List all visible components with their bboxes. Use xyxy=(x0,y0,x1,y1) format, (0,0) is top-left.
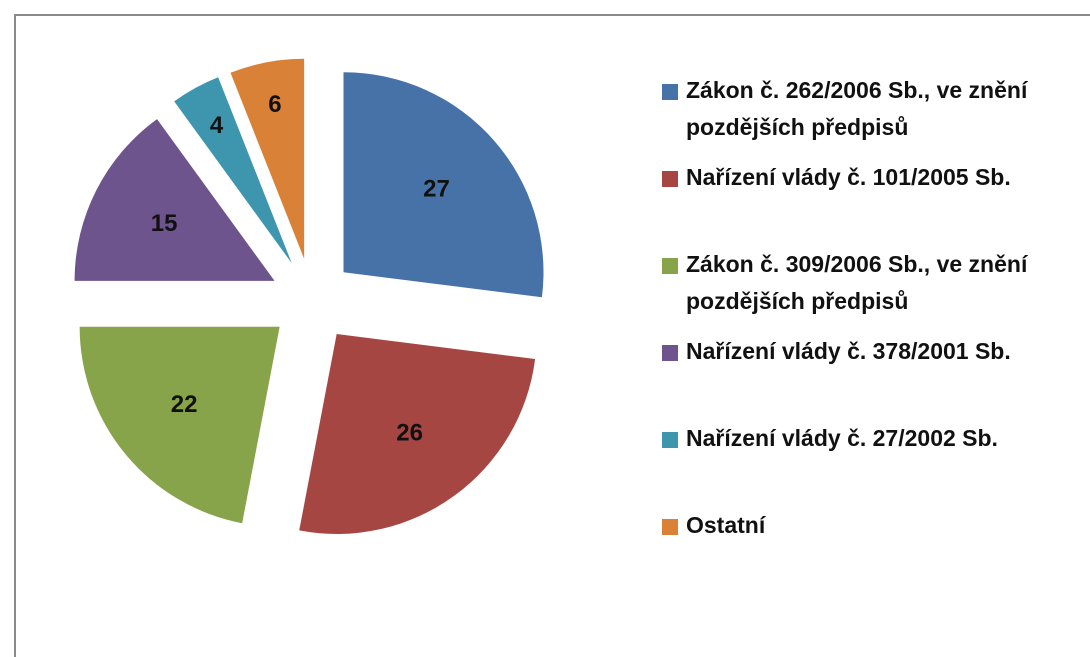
legend-swatch xyxy=(662,519,678,535)
pie-slice xyxy=(74,119,275,281)
legend-label: Zákon č. 262/2006 Sb., ve znění pozdější… xyxy=(686,77,1028,140)
pie-slice xyxy=(343,72,544,298)
pie-slice xyxy=(230,58,305,259)
legend: Zákon č. 262/2006 Sb., ve znění pozdější… xyxy=(662,72,1082,594)
legend-label: Nařízení vlády č. 101/2005 Sb. xyxy=(686,164,1011,190)
pie-slice xyxy=(299,333,536,534)
data-label: 4 xyxy=(210,112,224,139)
pie-slice xyxy=(174,77,292,264)
data-label: 15 xyxy=(151,210,178,237)
legend-item: Zákon č. 262/2006 Sb., ve znění pozdější… xyxy=(662,72,1076,159)
legend-label: Ostatní xyxy=(686,512,766,538)
legend-item: Nařízení vlády č. 101/2005 Sb. xyxy=(662,159,1076,246)
legend-item: Nařízení vlády č. 378/2001 Sb. xyxy=(662,333,1076,420)
data-label: 27 xyxy=(423,176,450,203)
legend-item: Zákon č. 309/2006 Sb., ve znění pozdější… xyxy=(662,246,1076,333)
legend-swatch xyxy=(662,432,678,448)
legend-swatch xyxy=(662,171,678,187)
legend-swatch xyxy=(662,84,678,100)
legend-label: Nařízení vlády č. 378/2001 Sb. xyxy=(686,338,1011,364)
pie-slice xyxy=(79,326,280,524)
legend-swatch xyxy=(662,258,678,274)
data-label: 26 xyxy=(396,420,423,447)
legend-label: Zákon č. 309/2006 Sb., ve znění pozdější… xyxy=(686,251,1028,314)
data-label: 6 xyxy=(268,91,281,118)
legend-item: Ostatní xyxy=(662,507,1076,594)
legend-item: Nařízení vlády č. 27/2002 Sb. xyxy=(662,420,1076,507)
data-label: 22 xyxy=(171,391,198,418)
legend-swatch xyxy=(662,345,678,361)
pie: 27 26 22 15 4 6 xyxy=(74,58,544,534)
legend-label: Nařízení vlády č. 27/2002 Sb. xyxy=(686,425,998,451)
chart-frame xyxy=(14,14,1090,657)
